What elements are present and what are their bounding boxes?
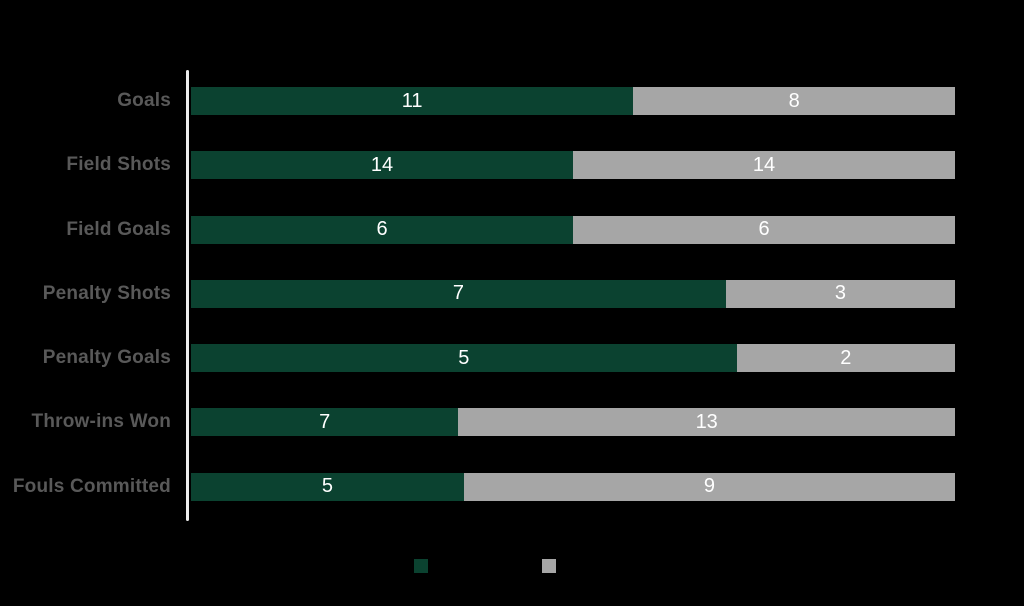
bar-value: 9 — [703, 475, 715, 498]
bar-value: 11 — [401, 89, 423, 112]
chart-row: Field Shots 14 14 — [0, 151, 955, 180]
bar-segment-gray-series: 13 — [458, 408, 955, 437]
chart-row: Goals 11 8 — [0, 87, 955, 115]
bar-value: 5 — [321, 475, 333, 498]
chart-row: Field Goals 6 6 — [0, 215, 955, 244]
bar-value: 13 — [695, 410, 718, 433]
category-label: Throw-ins Won — [31, 411, 171, 433]
bar-segment-green-series: 14 — [191, 151, 573, 180]
chart-row: Fouls Committed 5 9 — [0, 472, 955, 501]
category-label: Penalty Shots — [42, 282, 171, 304]
bar-segment-green-series: 7 — [191, 279, 726, 308]
bar-value: 6 — [758, 218, 770, 241]
chart-row: Penalty Shots 7 3 — [0, 279, 955, 308]
bar-segment-gray-series: 8 — [633, 87, 955, 115]
legend-swatch-gray — [542, 559, 556, 573]
stacked-bar: 14 14 — [191, 151, 955, 180]
bar-segment-gray-series: 14 — [573, 151, 955, 180]
stacked-bar: 11 8 — [191, 87, 955, 115]
bar-segment-green-series: 11 — [191, 87, 634, 115]
bar-value: 8 — [788, 89, 800, 112]
y-axis-line — [186, 70, 189, 521]
bar-value: 7 — [319, 410, 331, 433]
bar-segment-gray-series: 2 — [736, 344, 955, 373]
bar-value: 2 — [840, 346, 852, 369]
bar-segment-green-series: 5 — [191, 344, 737, 373]
bar-segment-green-series: 6 — [191, 215, 573, 244]
category-label: Field Shots — [66, 154, 171, 176]
bar-value: 14 — [752, 153, 776, 176]
bar-rows: Goals 11 8 Field Shots 14 14 Field Goals 6 6 Pena… — [0, 87, 955, 501]
bar-value: 5 — [458, 346, 470, 369]
bar-segment-green-series: 5 — [191, 472, 464, 501]
bar-segment-green-series: 7 — [191, 408, 459, 437]
bar-value: 6 — [376, 218, 388, 241]
bar-segment-gray-series: 3 — [725, 279, 955, 308]
chart-row: Throw-ins Won 7 13 — [0, 408, 955, 437]
category-label: Field Goals — [66, 218, 171, 240]
bar-value: 14 — [370, 153, 394, 176]
bar-segment-gray-series: 6 — [573, 215, 955, 244]
chart-row: Penalty Goals 5 2 — [0, 344, 955, 373]
category-label: Penalty Goals — [42, 347, 171, 369]
category-label: Fouls Committed — [12, 475, 171, 497]
legend-swatch-green — [414, 559, 428, 573]
bar-value: 3 — [834, 282, 846, 305]
category-label: Goals — [117, 90, 171, 111]
bar-segment-gray-series: 9 — [463, 472, 955, 501]
bar-value: 7 — [452, 282, 464, 305]
stacked-bar: 7 13 — [191, 408, 955, 437]
